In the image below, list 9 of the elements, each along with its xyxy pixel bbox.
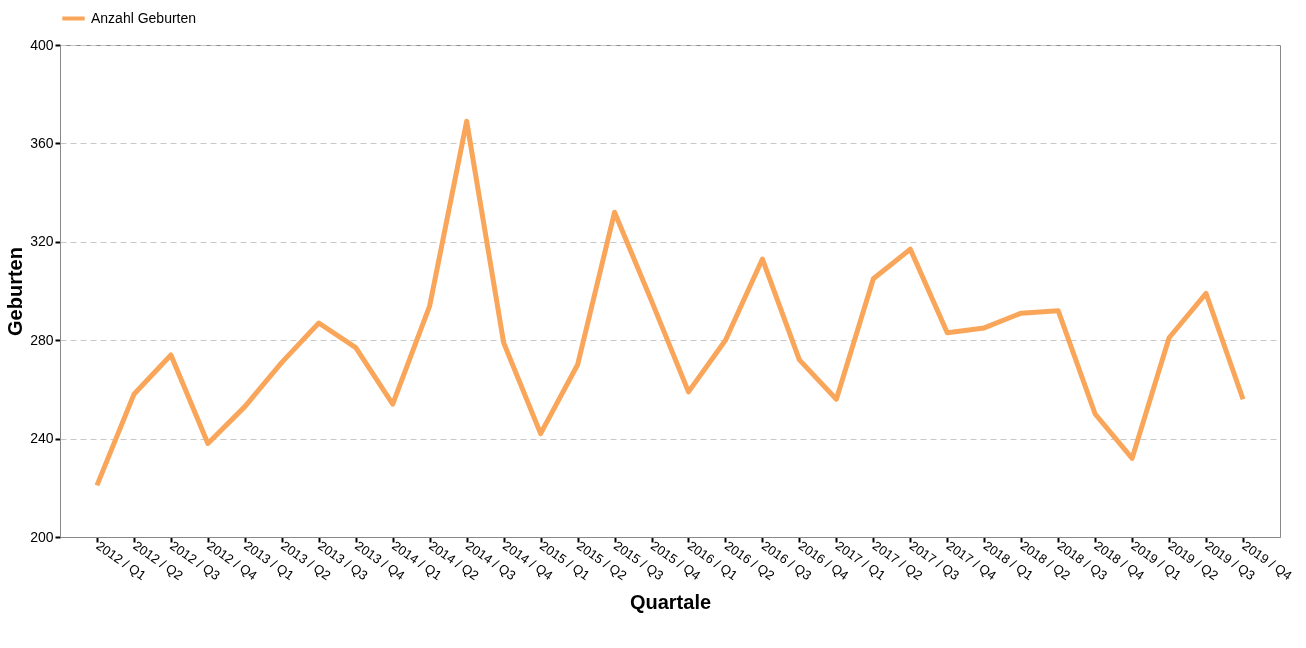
y-tick-label: 400 — [30, 36, 54, 53]
y-tick-label: 360 — [30, 134, 54, 151]
y-tick-label: 320 — [30, 233, 54, 250]
y-tick-label: 200 — [30, 528, 54, 545]
legend-label: Anzahl Geburten — [91, 9, 197, 26]
y-tick-label: 240 — [30, 430, 54, 447]
y-axis-title: Geburten — [4, 247, 27, 336]
x-axis-title: Quartale — [629, 590, 712, 613]
y-tick-label: 280 — [30, 331, 54, 348]
